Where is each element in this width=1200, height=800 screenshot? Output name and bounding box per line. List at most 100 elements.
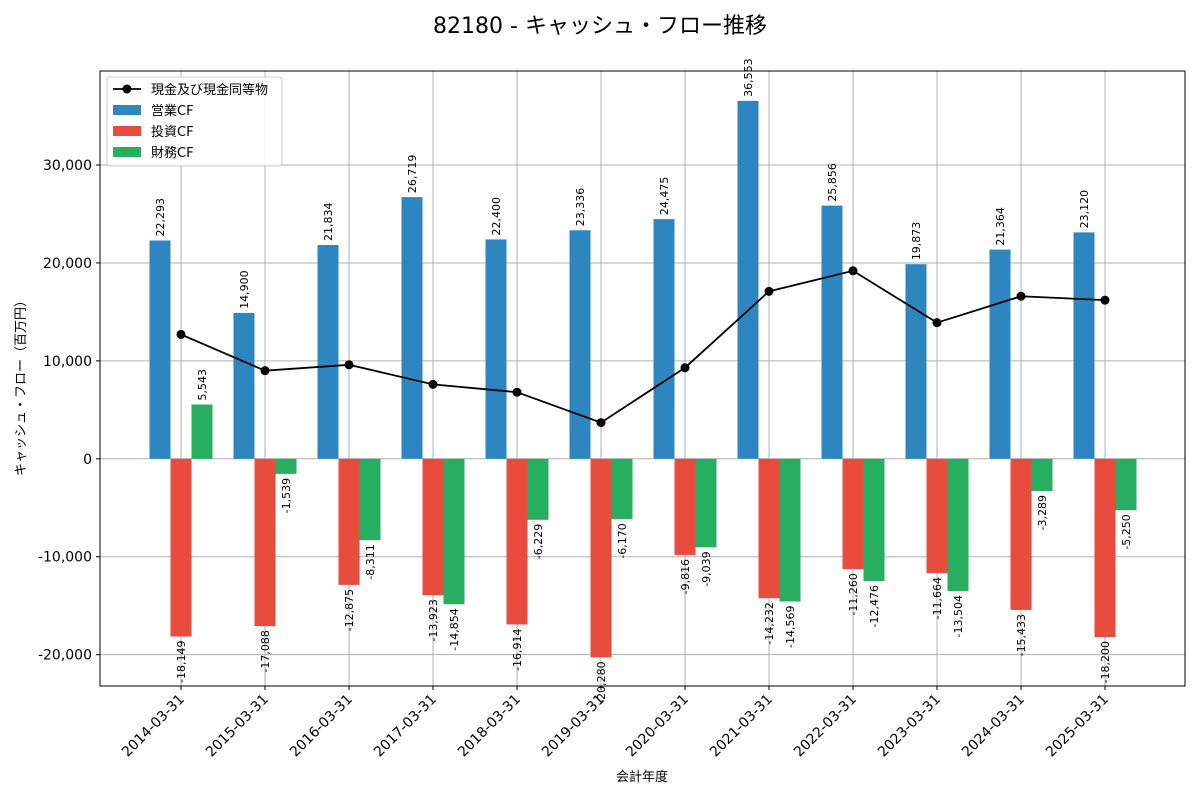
cash-balance-point bbox=[932, 318, 942, 328]
bar bbox=[821, 205, 843, 459]
legend-box bbox=[106, 76, 283, 167]
plot-frame bbox=[99, 70, 1186, 687]
x-axis: 2014-03-31 2015-03-31 2016-03-31 2017-03-31… bbox=[119, 686, 1112, 760]
bar-value-label: 5,543 bbox=[196, 369, 209, 401]
bar bbox=[191, 404, 213, 459]
cash-balance-point bbox=[344, 360, 354, 370]
y-tick-label: 10,000 bbox=[43, 354, 92, 370]
bar bbox=[275, 458, 297, 474]
bar-value-label: -18,200 bbox=[1099, 641, 1112, 683]
bar-value-label: -15,433 bbox=[1015, 614, 1028, 656]
bar-value-label: -3,289 bbox=[1036, 495, 1049, 530]
x-tick-label: 2019-03-31 bbox=[539, 692, 608, 761]
bar-value-label: 24,475 bbox=[658, 177, 671, 216]
x-axis-label: 会計年度 bbox=[616, 769, 668, 785]
bar bbox=[338, 458, 360, 585]
bar-value-label: 23,336 bbox=[574, 188, 587, 227]
bars-layer bbox=[149, 100, 1137, 658]
legend-entry-label: 営業CF bbox=[151, 103, 194, 119]
bar-value-label: -8,311 bbox=[364, 544, 377, 579]
cash-balance-point bbox=[596, 418, 606, 428]
bar-value-label: -14,232 bbox=[763, 602, 776, 644]
bar bbox=[590, 458, 612, 658]
bar bbox=[1094, 458, 1116, 638]
bar bbox=[485, 239, 507, 459]
cash-balance-point bbox=[680, 363, 690, 373]
cash-balance-point bbox=[1100, 295, 1110, 305]
cash-balance-point bbox=[848, 266, 858, 276]
legend-bar-swatch bbox=[113, 147, 141, 157]
bar bbox=[233, 312, 255, 459]
bar bbox=[863, 458, 885, 581]
bar bbox=[569, 230, 591, 459]
bar bbox=[506, 458, 528, 625]
bar-value-label: 21,364 bbox=[994, 207, 1007, 246]
y-axis: -20,000 -10,000 0 10,000 20,000 30,000 bbox=[38, 158, 100, 664]
bar bbox=[149, 240, 171, 459]
bar bbox=[926, 458, 948, 574]
bar bbox=[674, 458, 696, 555]
bar-value-label: -13,504 bbox=[952, 595, 965, 637]
bar bbox=[758, 458, 780, 599]
cash-balance-line bbox=[180, 269, 1106, 424]
bar-value-label: -14,854 bbox=[448, 608, 461, 650]
y-tick-label: -20,000 bbox=[38, 648, 92, 664]
bar-value-label: -20,280 bbox=[595, 661, 608, 703]
bar bbox=[611, 458, 633, 520]
bar-value-label: 26,719 bbox=[406, 155, 419, 194]
bar-value-label: -14,569 bbox=[784, 605, 797, 647]
cash-balance-point bbox=[764, 286, 774, 296]
bar-value-label: 36,553 bbox=[742, 58, 755, 97]
legend-bar-swatch bbox=[113, 126, 141, 136]
bar bbox=[947, 458, 969, 592]
bar bbox=[359, 458, 381, 541]
y-tick-label: 20,000 bbox=[43, 256, 92, 272]
x-tick-label: 2025-03-31 bbox=[1043, 692, 1112, 761]
bar-value-label: -12,476 bbox=[868, 585, 881, 627]
bar bbox=[653, 219, 675, 459]
legend-bar-swatch bbox=[113, 105, 141, 115]
bar bbox=[527, 458, 549, 520]
y-axis-label: キャッシュ・フロー（百万円） bbox=[14, 294, 29, 476]
x-tick-label: 2020-03-31 bbox=[623, 692, 692, 761]
bar bbox=[170, 458, 192, 637]
line-layer bbox=[176, 266, 1110, 428]
bar-value-label: 23,120 bbox=[1078, 190, 1091, 229]
bar bbox=[401, 197, 423, 459]
legend-marker-swatch bbox=[122, 84, 132, 94]
bar bbox=[737, 100, 759, 459]
y-tick-label: 0 bbox=[83, 452, 92, 468]
bar-value-label: -16,914 bbox=[511, 628, 524, 670]
bar-value-label: -1,539 bbox=[280, 478, 293, 513]
bar-value-label: -6,170 bbox=[616, 523, 629, 558]
bar-value-label: 21,834 bbox=[322, 202, 335, 241]
bar-value-label: -6,229 bbox=[532, 524, 545, 559]
bar-value-label: -12,875 bbox=[343, 589, 356, 631]
bar bbox=[1031, 458, 1053, 492]
bar-value-label: -18,149 bbox=[175, 641, 188, 683]
bar bbox=[317, 244, 339, 459]
bar bbox=[1073, 232, 1095, 459]
legend-entry-label: 現金及び現金同等物 bbox=[151, 82, 268, 98]
bar bbox=[905, 264, 927, 459]
bar-value-label: 19,873 bbox=[910, 222, 923, 261]
legend-entry-label: 財務CF bbox=[151, 146, 194, 161]
bar bbox=[779, 458, 801, 602]
cash-balance-point bbox=[512, 387, 522, 397]
bar-value-label: -5,250 bbox=[1120, 514, 1133, 549]
cash-balance-point bbox=[1016, 291, 1026, 301]
y-tick-label: 30,000 bbox=[43, 158, 92, 174]
x-tick-label: 2021-03-31 bbox=[707, 692, 776, 761]
y-tick-label: -10,000 bbox=[38, 550, 92, 566]
x-tick-label: 2024-03-31 bbox=[959, 692, 1028, 761]
bar-value-label: 14,900 bbox=[238, 270, 251, 309]
bar bbox=[1010, 458, 1032, 610]
bar-value-label: -9,039 bbox=[700, 551, 713, 586]
bar-value-label: -11,664 bbox=[931, 577, 944, 619]
cash-balance-point bbox=[428, 379, 438, 389]
x-tick-label: 2017-03-31 bbox=[371, 692, 440, 761]
x-tick-label: 2015-03-31 bbox=[203, 692, 272, 761]
bar-value-label: 25,856 bbox=[826, 163, 839, 202]
bar bbox=[422, 458, 444, 596]
bar bbox=[695, 458, 717, 548]
